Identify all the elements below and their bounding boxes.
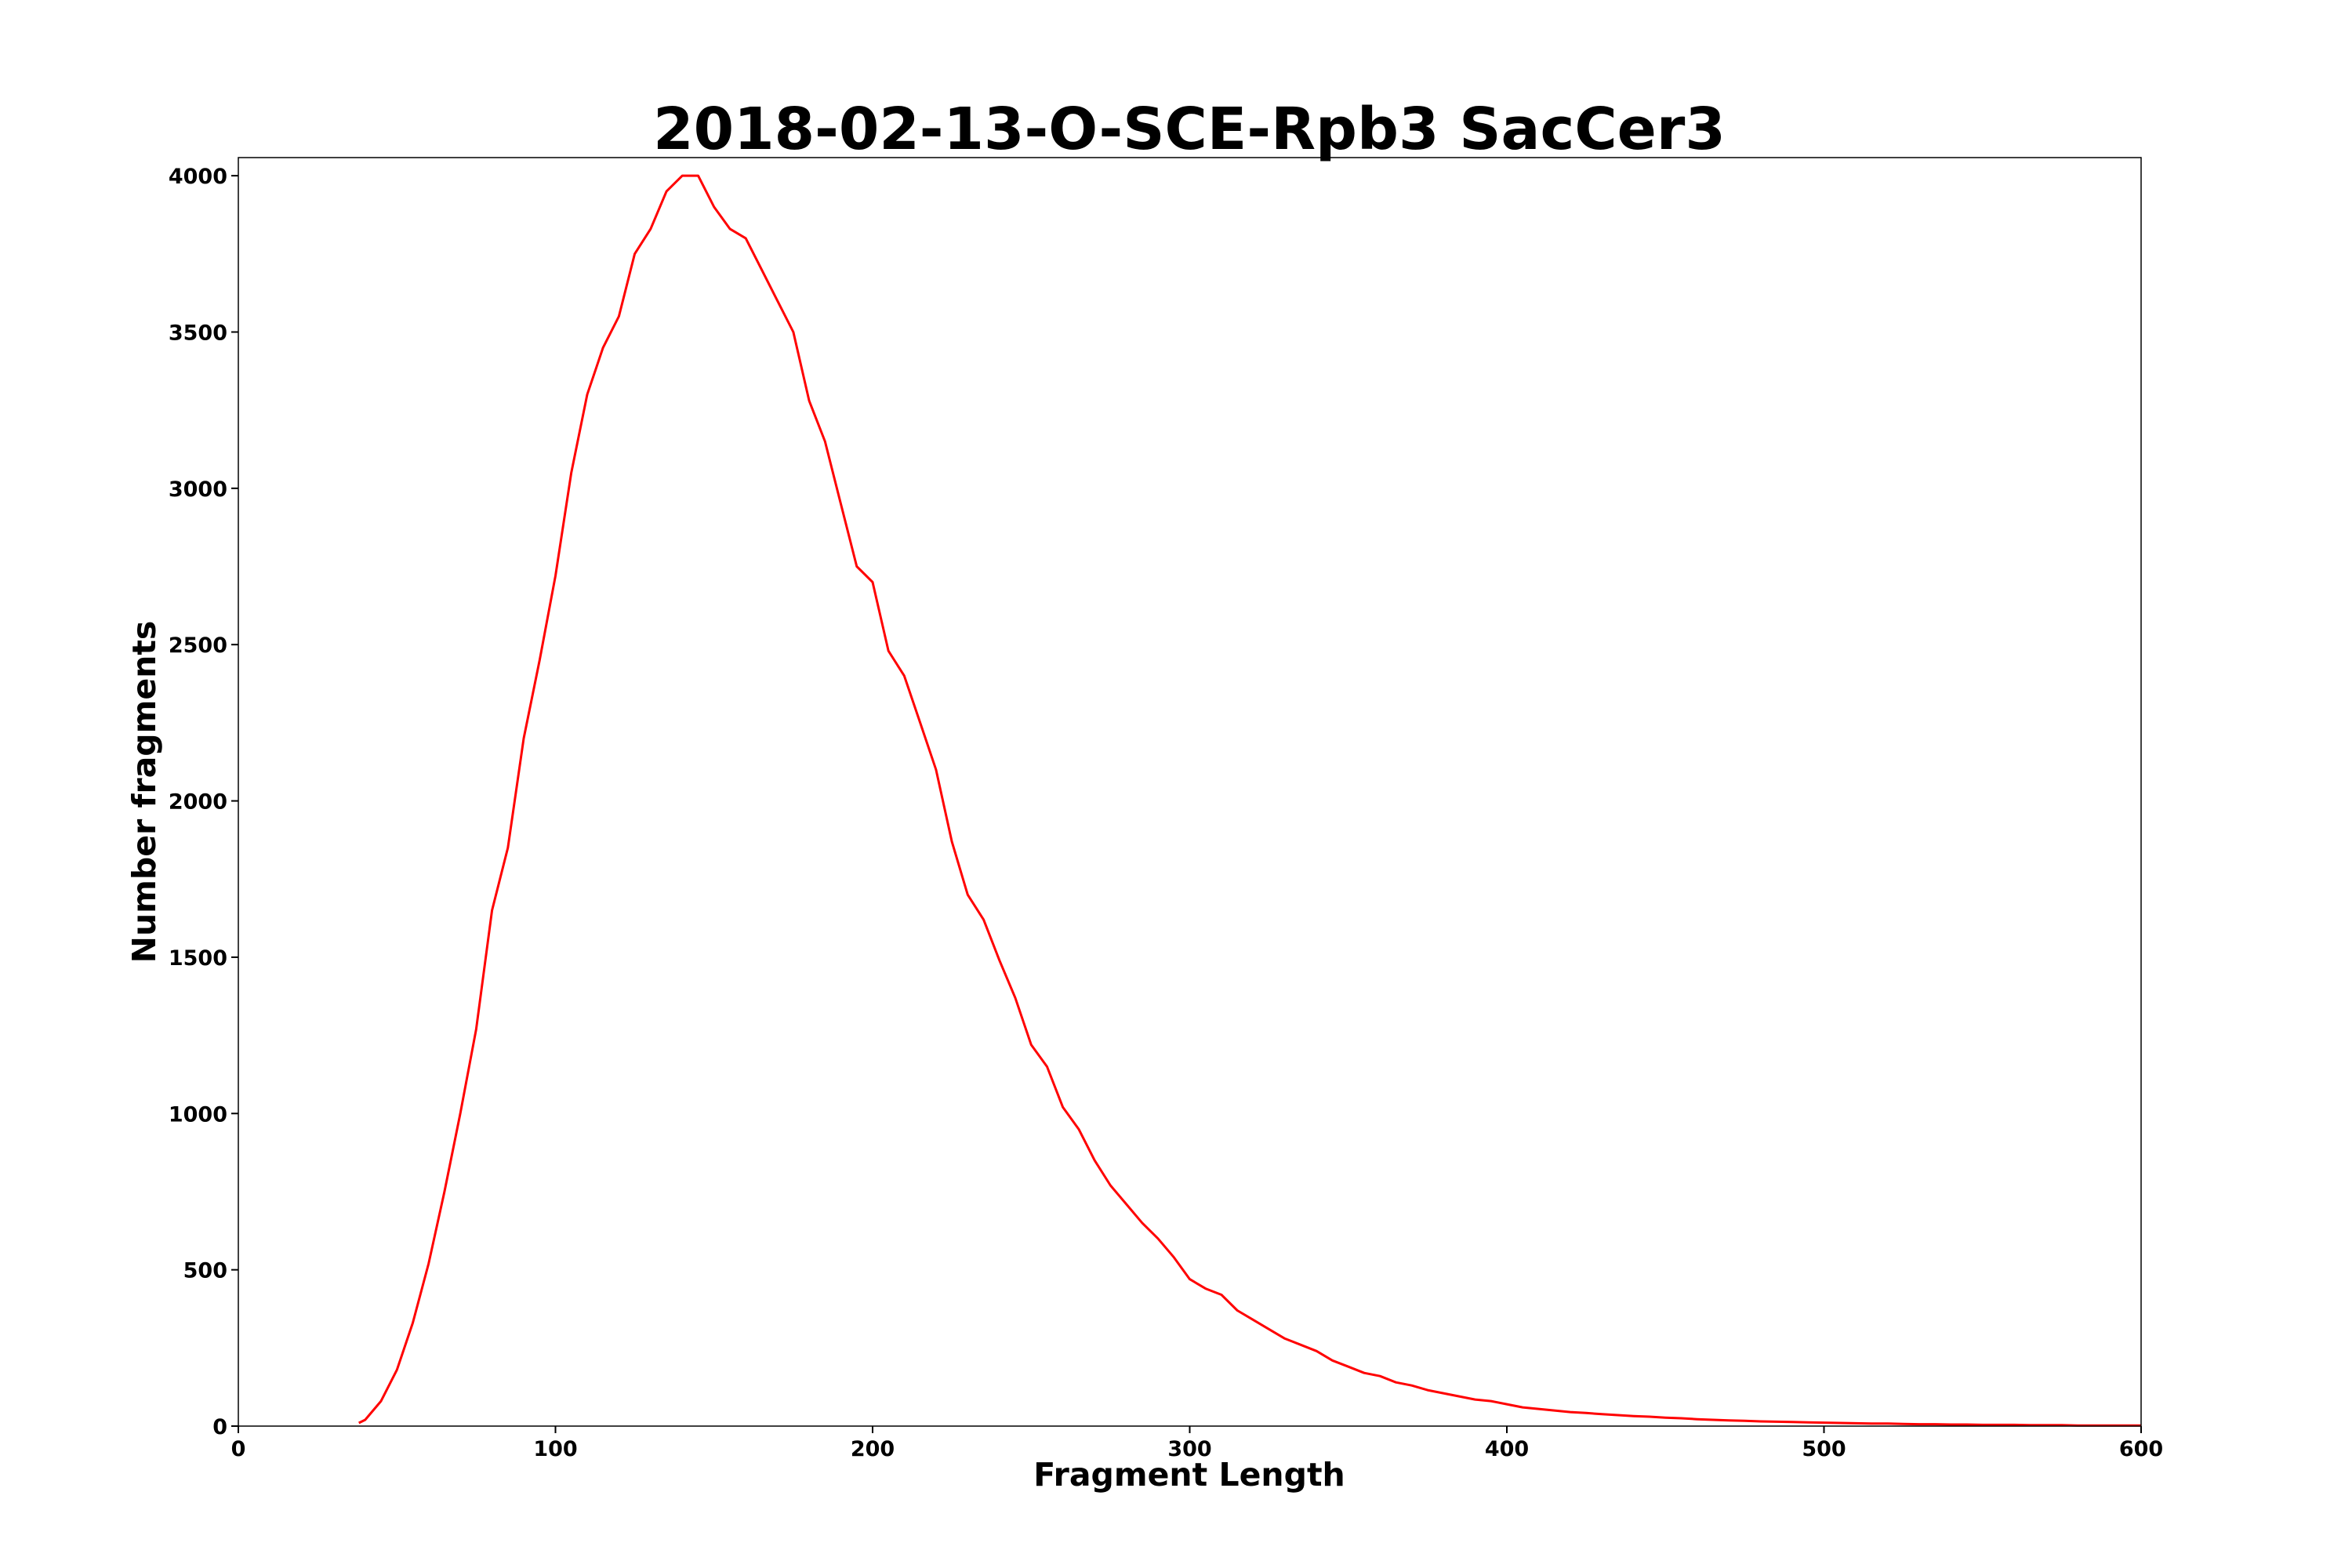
y-tick-label: 1500 bbox=[169, 946, 227, 971]
y-tick-label: 1000 bbox=[169, 1102, 227, 1127]
y-tick-label: 3500 bbox=[169, 321, 227, 345]
data-line bbox=[358, 174, 2141, 1427]
x-tick-label: 300 bbox=[1167, 1437, 1211, 1461]
y-tick-label: 0 bbox=[212, 1415, 227, 1439]
y-tick-label: 2000 bbox=[169, 790, 227, 815]
x-axis-label: Fragment Length bbox=[1033, 1456, 1345, 1494]
x-tick-label: 200 bbox=[851, 1437, 895, 1461]
y-tick-label: 3000 bbox=[169, 477, 227, 502]
y-tick-label: 500 bbox=[183, 1259, 227, 1283]
chart-title: 2018-02-13-O-SCE-Rpb3 SacCer3 bbox=[653, 96, 1726, 163]
plot-frame bbox=[238, 157, 2142, 1427]
y-tick-label: 4000 bbox=[169, 165, 227, 189]
y-axis-label: Number fragments bbox=[125, 621, 163, 964]
x-tick-label: 600 bbox=[2119, 1437, 2163, 1461]
x-tick-label: 500 bbox=[1802, 1437, 1846, 1461]
x-tick-label: 100 bbox=[533, 1437, 577, 1461]
y-tick-label: 2500 bbox=[169, 633, 227, 658]
x-tick-label: 400 bbox=[1485, 1437, 1529, 1461]
x-tick-label: 0 bbox=[231, 1437, 246, 1461]
